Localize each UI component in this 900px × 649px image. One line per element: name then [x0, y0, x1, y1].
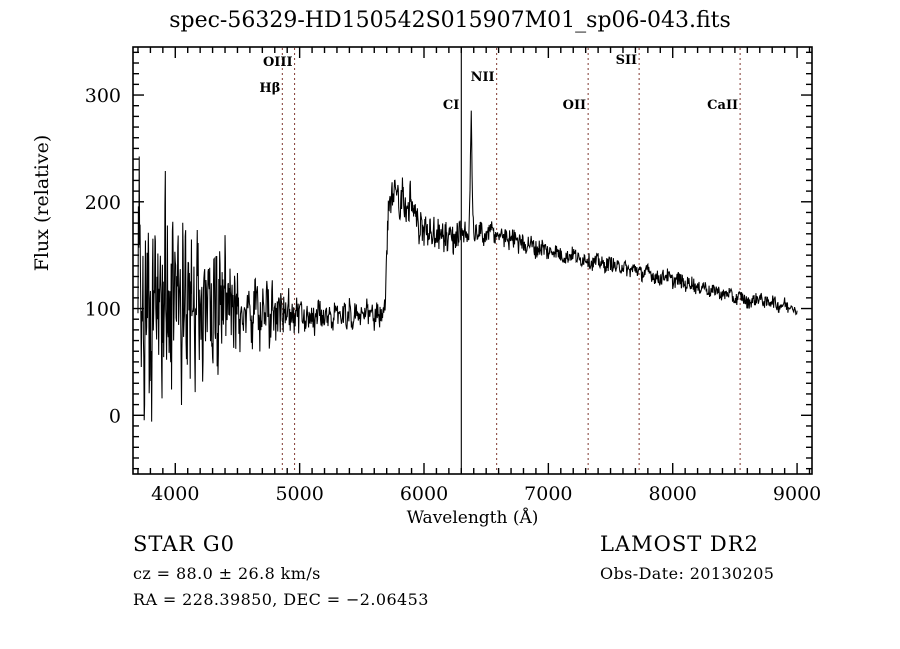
svg-text:OIII: OIII	[263, 55, 293, 70]
y-axis-ticks: 0 100 200 300	[85, 51, 812, 470]
svg-text:100: 100	[85, 299, 121, 321]
svg-text:NII: NII	[471, 70, 495, 85]
footer-right: LAMOST DR2 Obs-Date: 20130205	[600, 532, 890, 590]
y-axis-title: Flux (relative)	[31, 134, 53, 272]
page-title: spec-56329-HD150542S015907M01_sp06-043.f…	[169, 8, 731, 33]
spectrum-trace	[137, 110, 798, 422]
x-axis-title: Wavelength (Å)	[406, 508, 539, 528]
svg-text:0: 0	[109, 405, 121, 427]
footer-left: STAR G0 cz = 88.0 ± 26.8 km/s RA = 228.3…	[133, 532, 563, 616]
svg-text:SII: SII	[616, 53, 638, 68]
survey-name: LAMOST DR2	[600, 532, 759, 556]
spectral-line-markers	[281, 48, 741, 473]
svg-text:4000: 4000	[151, 483, 199, 505]
svg-text:200: 200	[85, 192, 121, 214]
svg-text:CaII: CaII	[707, 98, 738, 113]
redshift-velocity: cz = 88.0 ± 26.8 km/s	[133, 564, 321, 583]
svg-text:8000: 8000	[649, 483, 697, 505]
svg-text:7000: 7000	[524, 483, 572, 505]
observation-date: Obs-Date: 20130205	[600, 564, 775, 583]
plot-frame	[132, 46, 813, 475]
svg-text:5000: 5000	[275, 483, 323, 505]
svg-text:CI: CI	[443, 98, 459, 113]
svg-text:300: 300	[85, 85, 121, 107]
svg-text:Hβ: Hβ	[259, 81, 280, 96]
object-class: STAR G0	[133, 532, 236, 556]
svg-text:6000: 6000	[400, 483, 448, 505]
svg-text:9000: 9000	[773, 483, 821, 505]
spectral-line-labels: Hβ OIII CI NII OII SII CaII	[259, 53, 738, 113]
x-axis-ticks: 4000 5000 6000 7000 8000 9000	[137, 47, 821, 505]
svg-text:OII: OII	[563, 98, 587, 113]
coordinates: RA = 228.39850, DEC = −2.06453	[133, 590, 429, 609]
